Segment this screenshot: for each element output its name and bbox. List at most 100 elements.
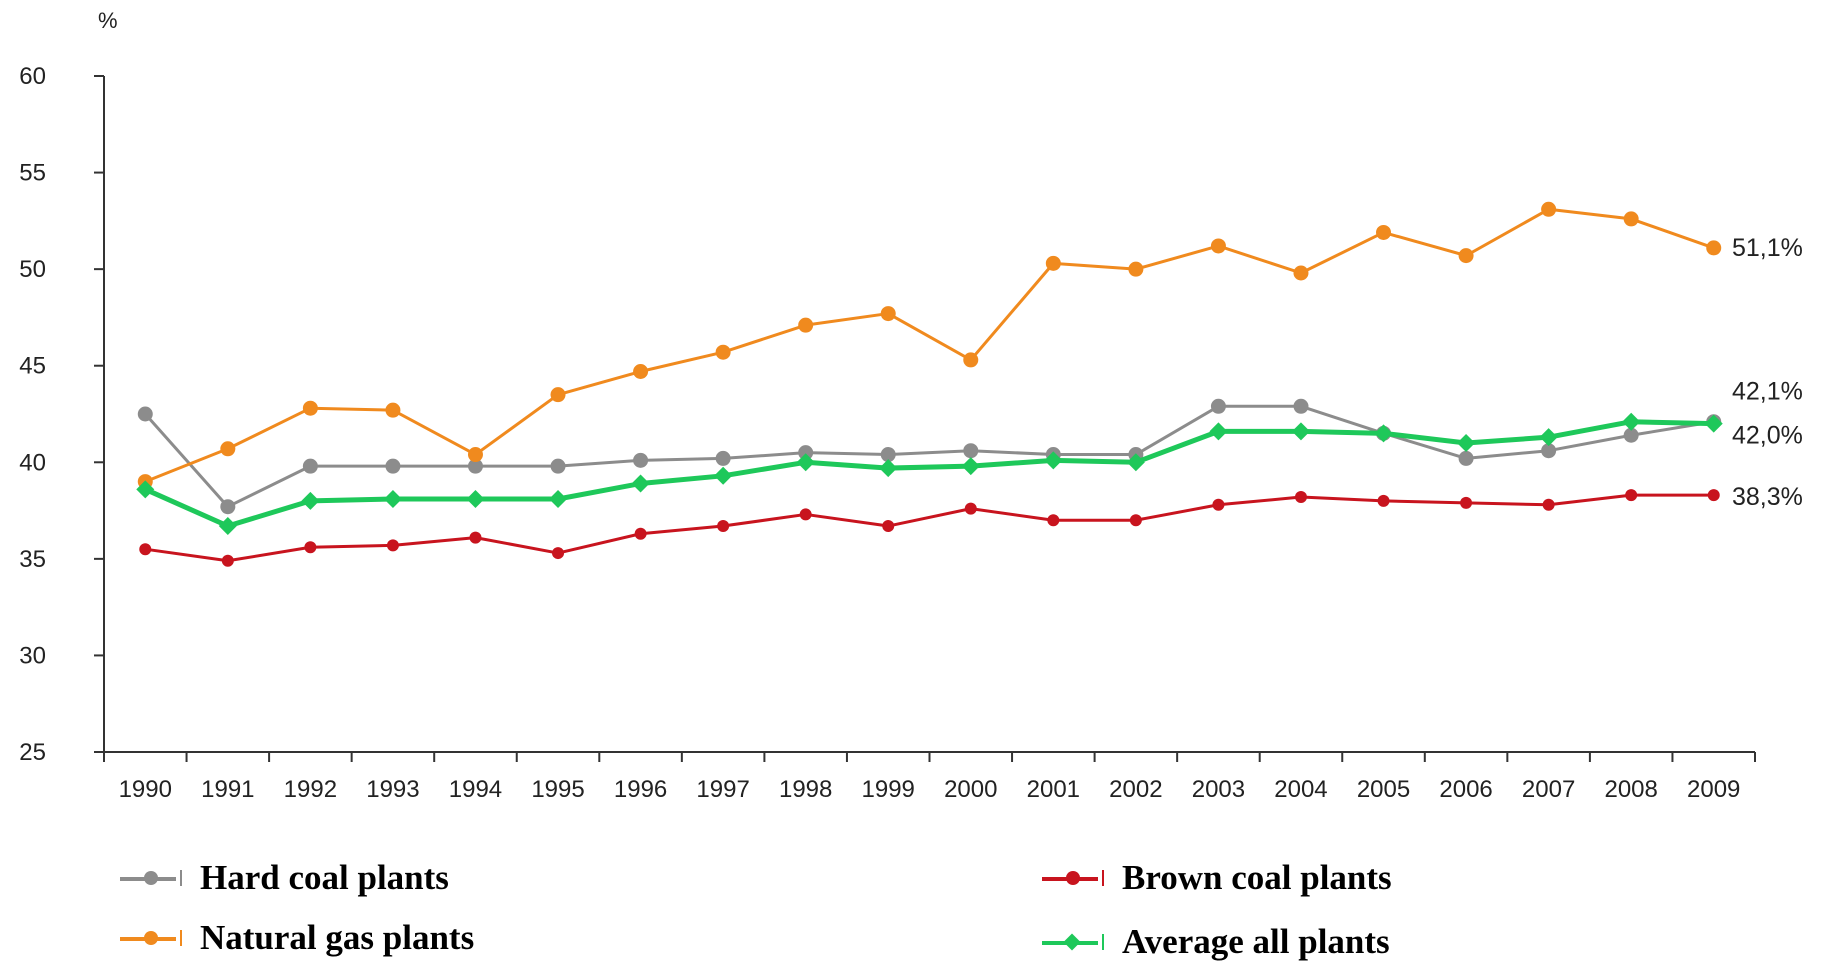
data-point-avg: [714, 466, 733, 485]
end-label-brown: 38,3%: [1732, 483, 1803, 511]
x-tick-label: 2004: [1274, 776, 1327, 803]
series-line-hard: [144, 404, 1714, 509]
x-tick-label: 2008: [1604, 776, 1657, 803]
series-line-avg: [144, 419, 1714, 529]
legend-label: Hard coal plants: [200, 858, 449, 897]
data-point-gas: [633, 364, 649, 380]
data-point-gas: [1376, 224, 1392, 240]
data-point-gas: [1293, 265, 1309, 281]
y-tick-label: 25: [19, 739, 46, 766]
data-point-gas: [467, 447, 483, 463]
data-point-avg: [879, 459, 898, 478]
data-point-gas: [1541, 201, 1557, 217]
data-point-brown: [1047, 514, 1060, 527]
data-point-hard: [385, 458, 401, 474]
data-point-gas: [963, 352, 979, 368]
data-point-brown: [139, 543, 152, 556]
data-point-hard: [1458, 450, 1474, 466]
data-point-brown: [1625, 489, 1638, 502]
data-point-gas: [1458, 248, 1474, 264]
data-point-hard: [220, 499, 236, 515]
data-point-brown: [717, 520, 730, 533]
x-tick-label: 1994: [449, 776, 502, 803]
y-tick-label: 55: [19, 160, 46, 187]
data-point-gas: [220, 441, 236, 457]
end-label-hard: 42,1%: [1732, 378, 1803, 406]
x-tick-label: 2002: [1109, 776, 1162, 803]
data-point-hard: [1623, 427, 1639, 443]
x-tick-label: 2006: [1439, 776, 1492, 803]
brown-coal-swatch-icon: [1042, 866, 1104, 890]
y-tick-label: 35: [19, 546, 46, 573]
data-point-brown: [964, 502, 977, 515]
series-group: [136, 201, 1723, 567]
data-point-hard: [880, 447, 896, 463]
series-line-brown: [145, 493, 1714, 563]
data-point-hard: [302, 458, 318, 474]
data-point-avg: [136, 480, 155, 499]
data-point-hard: [550, 458, 566, 474]
x-tick-label: 2009: [1687, 776, 1740, 803]
data-point-brown: [799, 508, 812, 521]
data-point-brown: [1707, 489, 1720, 502]
x-tick-label: 1995: [531, 776, 584, 803]
data-point-avg: [796, 453, 815, 472]
x-tick-label: 1990: [119, 776, 172, 803]
x-tick-label: 1997: [696, 776, 749, 803]
legend-label: Brown coal plants: [1122, 858, 1392, 897]
x-tick-label: 2001: [1027, 776, 1080, 803]
data-point-gas: [302, 400, 318, 416]
data-point-brown: [469, 531, 482, 544]
x-tick-label: 1998: [779, 776, 832, 803]
x-tick-label: 2003: [1192, 776, 1245, 803]
end-label-gas: 51,1%: [1732, 234, 1803, 262]
data-point-hard: [137, 406, 153, 422]
legend-item-natural-gas: Natural gas plants: [120, 918, 474, 958]
y-tick-label: 30: [19, 642, 46, 669]
data-point-brown: [1294, 491, 1307, 504]
data-point-hard: [1293, 398, 1309, 414]
x-tick-label: 1993: [366, 776, 419, 803]
data-point-gas: [1706, 240, 1722, 256]
data-point-gas: [1045, 255, 1061, 271]
data-point-brown: [304, 541, 317, 554]
x-tick-label: 2000: [944, 776, 997, 803]
data-point-brown: [1542, 498, 1555, 511]
series-line-gas: [144, 207, 1715, 483]
x-tick-label: 1999: [862, 776, 915, 803]
data-point-avg: [631, 474, 650, 493]
data-point-avg: [466, 489, 485, 508]
data-point-avg: [1374, 424, 1393, 443]
data-point-gas: [385, 402, 401, 418]
data-point-gas: [550, 387, 566, 403]
y-tick-label: 50: [19, 256, 46, 283]
hard-coal-swatch-icon: [120, 866, 182, 890]
data-point-hard: [1210, 398, 1226, 414]
data-point-hard: [798, 445, 814, 461]
data-point-avg: [1044, 451, 1063, 470]
legend-item-brown-coal: Brown coal plants: [1042, 858, 1392, 898]
natural-gas-swatch-icon: [120, 926, 182, 950]
y-unit-label: %: [98, 8, 118, 33]
data-point-gas: [798, 317, 814, 333]
y-tick-label: 45: [19, 353, 46, 380]
data-point-avg: [1539, 428, 1558, 447]
data-point-avg: [961, 457, 980, 476]
x-tick-label: 1996: [614, 776, 667, 803]
data-point-hard: [633, 452, 649, 468]
average-swatch-icon: [1042, 930, 1104, 954]
data-point-hard: [467, 458, 483, 474]
x-tick-label: 2005: [1357, 776, 1410, 803]
y-tick-label: 60: [19, 63, 46, 90]
legend-label: Natural gas plants: [200, 918, 475, 957]
data-point-gas: [1210, 238, 1226, 254]
data-point-gas: [1128, 261, 1144, 277]
data-point-brown: [1212, 498, 1225, 511]
data-point-brown: [1377, 494, 1390, 507]
data-point-avg: [549, 489, 568, 508]
data-point-avg: [218, 517, 237, 536]
axes: 25 30 35 40 45 50 55 60 1990 1991 1992 1993 1994 1995…: [19, 63, 1756, 803]
data-point-avg: [383, 489, 402, 508]
end-label-avg: 42,0%: [1732, 422, 1803, 450]
